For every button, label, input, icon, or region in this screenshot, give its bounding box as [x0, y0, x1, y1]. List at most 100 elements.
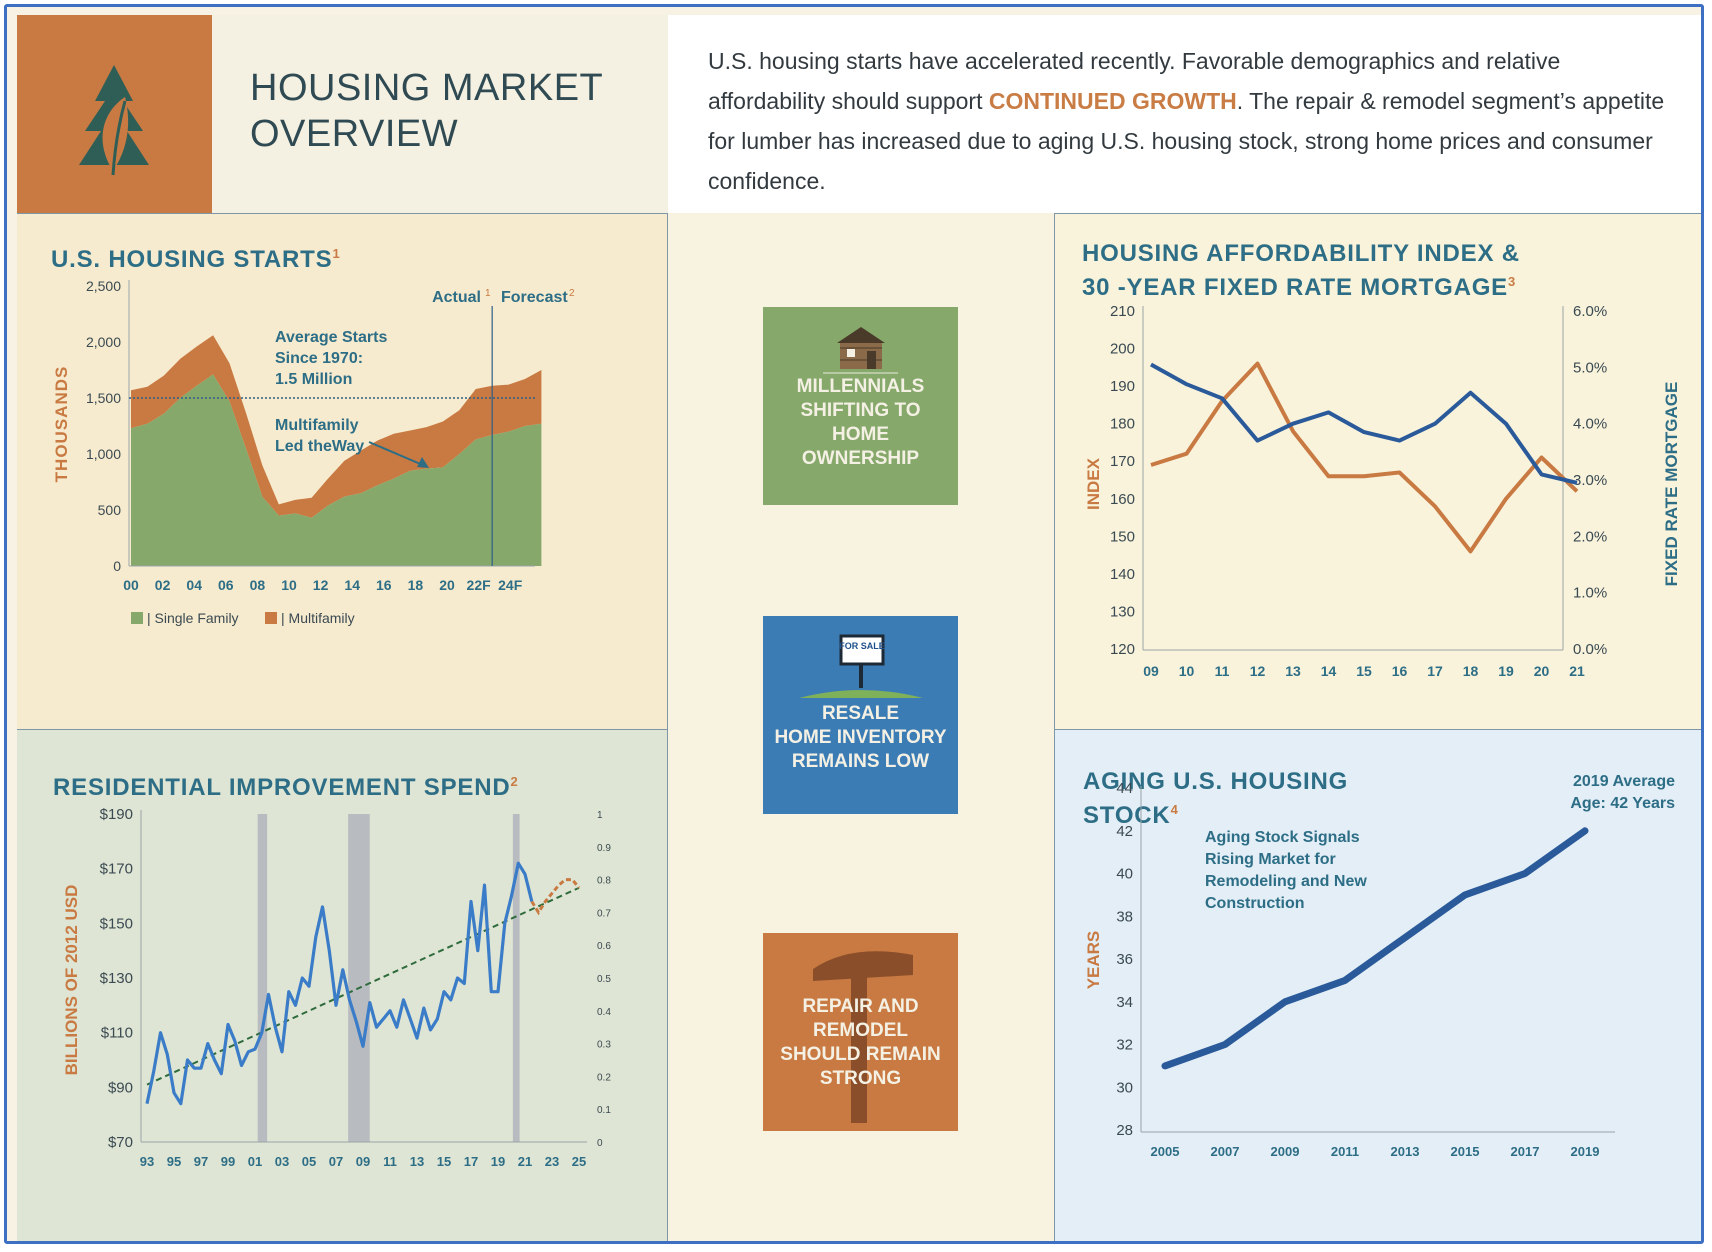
y2-tick-label: 0.1 [597, 1105, 611, 1116]
affordability-title-line-1: HOUSING AFFORDABILITY INDEX & [1082, 240, 1520, 267]
y-tick-label: 34 [1116, 994, 1133, 1011]
x-tick-label: 00 [123, 577, 139, 593]
resale-tile: FOR SALE RESALE HOME INVENTORY REMAINS L… [763, 616, 958, 814]
affordability-title: HOUSING AFFORDABILITY INDEX & 30 -YEAR F… [1082, 240, 1520, 302]
x-tick-label: 2019 [1571, 1144, 1600, 1159]
logo-panel [17, 15, 212, 213]
y2-tick-label: 0 [597, 1138, 603, 1149]
intro-highlight: CONTINUED GROWTH [988, 88, 1237, 114]
y-tick-label: 2,500 [86, 278, 121, 294]
x-tick-label: 93 [140, 1154, 154, 1169]
x-tick-label: 24F [498, 577, 523, 593]
y-tick-label: 150 [1110, 528, 1135, 545]
average-starts-annotation: Since 1970: [275, 350, 363, 367]
x-tick-label: 17 [1427, 663, 1443, 679]
y-tick-label: 500 [98, 502, 122, 518]
y-tick-label: 42 [1116, 823, 1133, 840]
recession-band [512, 814, 520, 1142]
aging-stock-footnote: 4 [1170, 802, 1179, 817]
y-tick-label: 38 [1116, 908, 1133, 925]
y2-tick-label: 0.2 [597, 1072, 611, 1083]
y-tick-label: 40 [1116, 866, 1133, 883]
affordability-panel: HOUSING AFFORDABILITY INDEX & 30 -YEAR F… [1054, 213, 1701, 729]
legend-multifamily-label: | Multifamily [281, 610, 355, 626]
aging-stock-title: AGING U.S. HOUSING STOCK4 [1083, 768, 1348, 830]
y-tick-label: 32 [1116, 1037, 1133, 1054]
x-tick-label: 06 [218, 577, 234, 593]
improvement-spend-line [145, 861, 534, 1106]
annotation-arrow [368, 441, 426, 467]
x-tick-label: 09 [356, 1154, 370, 1169]
x-tick-label: 23 [545, 1154, 559, 1169]
page-title: HOUSING MARKET OVERVIEW [250, 65, 603, 157]
x-tick-label: 14 [1321, 663, 1337, 679]
x-tick-label: 2011 [1331, 1144, 1359, 1159]
y-tick-label: 170 [1110, 453, 1135, 470]
legend-single-family-label: | Single Family [147, 610, 239, 626]
housing-starts-title-text: U.S. HOUSING STARTS [51, 246, 333, 273]
single-family-area [131, 374, 542, 566]
x-tick-label: 99 [221, 1154, 235, 1169]
y-tick-label: 120 [1110, 641, 1135, 658]
x-tick-label: 07 [329, 1154, 343, 1169]
resale-label: RESALE HOME INVENTORY REMAINS LOW [763, 702, 958, 774]
aging-stock-panel: AGING U.S. HOUSING STOCK4 44 42 40 38 36 34 32… [1054, 729, 1701, 1241]
legend-single-family-swatch [131, 612, 143, 624]
x-tick-label: 11 [1215, 663, 1230, 679]
mortgage-rate-line [1150, 362, 1578, 485]
intro-text-2: . The repair & remodel segment’s appetit… [708, 88, 1665, 194]
resale-line-1: RESALE [821, 703, 900, 724]
y2-tick-label: 0.7 [597, 908, 611, 919]
x-tick-label: 03 [275, 1154, 289, 1169]
intro-panel: U.S. housing starts have accelerated rec… [668, 15, 1701, 213]
y-tick-label: 160 [1110, 491, 1135, 508]
y2-tick-label: 6.0% [1573, 303, 1607, 320]
x-tick-label: 17 [464, 1154, 478, 1169]
multifamily-area [131, 335, 542, 518]
x-tick-label: 16 [1392, 663, 1408, 679]
x-tick-label: 16 [376, 577, 392, 593]
title-panel: HOUSING MARKET OVERVIEW [212, 15, 668, 213]
annotation-arrowhead [417, 457, 429, 468]
aging-stock-title-line-2: STOCK [1083, 802, 1171, 829]
aging-stock-chart: 44 42 40 38 36 34 32 30 28 2005 2007 2009 2011 2013 20… [1084, 773, 1675, 1159]
average-age-annotation: 2019 Average [1573, 773, 1675, 790]
for-sale-sign-text: FOR SALE [839, 641, 885, 651]
x-tick-label: 19 [1498, 663, 1514, 679]
x-tick-label: 2015 [1451, 1144, 1480, 1159]
x-tick-label: 25 [572, 1154, 586, 1169]
housing-starts-title: U.S. HOUSING STARTS1 [51, 240, 340, 274]
y2-axis-label: FIXED RATE MORTGAGE [1662, 382, 1681, 587]
y-tick-label: $170 [100, 861, 133, 878]
x-tick-label: 02 [155, 577, 171, 593]
y2-tick-label: 0.4 [597, 1007, 611, 1018]
housing-age-line [1161, 827, 1589, 1070]
y2-tick-label: 0.6 [597, 941, 611, 952]
x-tick-label: 10 [281, 577, 297, 593]
multifamily-annotation: Multifamily [275, 417, 359, 434]
x-tick-label: 05 [302, 1154, 316, 1169]
forecast-label: Forecast [501, 289, 568, 306]
y-axis-label: THOUSANDS [52, 366, 71, 483]
actual-footnote: 1 [485, 288, 491, 299]
x-tick-label: 13 [1285, 663, 1301, 679]
x-tick-label: 97 [194, 1154, 208, 1169]
affordability-index-line [1150, 361, 1579, 554]
x-tick-label: 14 [344, 577, 360, 593]
highlights-column: MILLENNIALS SHIFTING TO HOME OWNERSHIP F… [668, 213, 1054, 1241]
forecast-line [530, 878, 581, 916]
x-tick-label: 2007 [1211, 1144, 1240, 1159]
resale-line-2: HOME INVENTORY [774, 727, 947, 748]
y2-tick-label: 2.0% [1573, 528, 1607, 545]
x-tick-label: 18 [1463, 663, 1479, 679]
y-tick-label: 30 [1116, 1079, 1133, 1096]
tree-leaf-logo-icon [79, 65, 149, 176]
average-starts-annotation: Average Starts [275, 329, 387, 346]
x-tick-label: 20 [1534, 663, 1550, 679]
x-tick-label: 15 [1356, 663, 1372, 679]
y-tick-label: 28 [1116, 1122, 1133, 1139]
y2-tick-label: 5.0% [1573, 359, 1607, 376]
y-tick-label: 190 [1110, 378, 1135, 395]
log-cabin-icon [823, 327, 898, 374]
x-tick-label: 19 [491, 1154, 505, 1169]
